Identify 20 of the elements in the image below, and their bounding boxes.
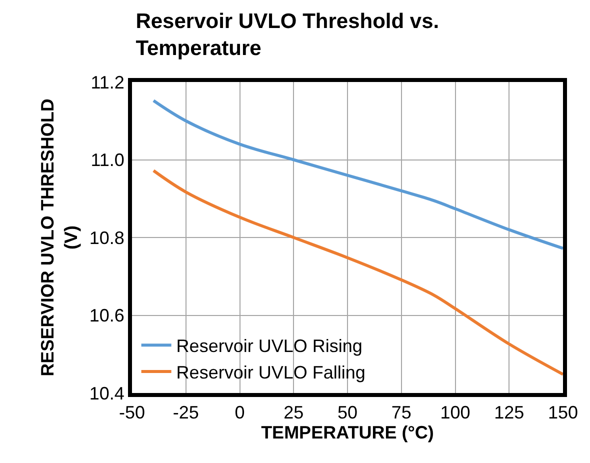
- x-tick-label: 100: [440, 402, 470, 423]
- y-tick-label: 11.0: [90, 150, 124, 170]
- line-series: [152, 99, 563, 250]
- y-tick-label: 11.2: [90, 72, 124, 92]
- chart-title: Reservoir UVLO Threshold vs. Temperature: [136, 10, 440, 60]
- legend-label: Reservoir UVLO Falling: [176, 362, 366, 383]
- x-tick-label: 75: [391, 402, 412, 423]
- x-tick-label: 25: [284, 402, 304, 423]
- y-tick-label: 10.8: [89, 228, 124, 248]
- legend-label: Reservoir UVLO Rising: [176, 336, 362, 356]
- y-tick-label: 10.6: [89, 306, 124, 326]
- y-tick-label: 10.4: [89, 383, 124, 404]
- x-tick-label: 50: [337, 402, 358, 423]
- x-tick-label: -50: [118, 402, 146, 423]
- x-tick-label: -25: [172, 402, 199, 423]
- x-tick-label: 125: [494, 402, 524, 423]
- x-tick-label: 150: [548, 402, 578, 423]
- x-tick-label: 0: [234, 402, 245, 423]
- x-axis-title: TEMPERATURE (°C): [261, 422, 434, 443]
- y-axis-title: RESERVIOR UVLO THRESHOLD (V): [38, 98, 82, 376]
